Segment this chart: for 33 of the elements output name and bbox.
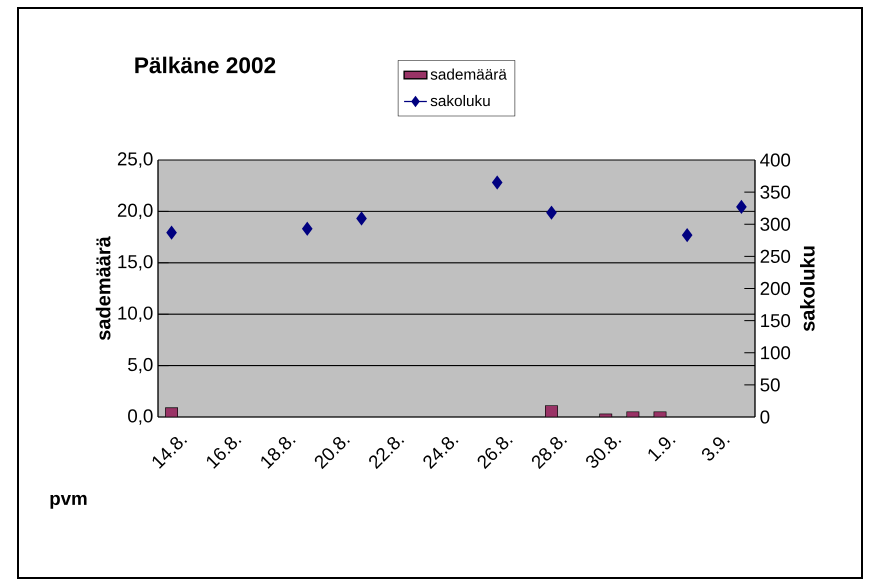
point [682, 228, 692, 242]
y2-tick-label: 300 [760, 218, 790, 231]
x-tick-label: 30.8. [586, 437, 622, 468]
legend-label: sademäärä [430, 68, 507, 80]
y2-tick-label: 350 [760, 185, 790, 199]
y2-tick-label: 250 [760, 250, 790, 263]
y-tick-label: 10,0 [118, 306, 153, 322]
point [356, 212, 367, 226]
chart-title: Pälkäne 2002 [135, 56, 276, 74]
point [546, 206, 557, 220]
y2-axis-title: sakoluku [800, 246, 815, 332]
y-axis-title: sademäärä [96, 236, 110, 340]
y-tick-label: 25,0 [118, 152, 153, 168]
y2-tick-label: 50 [760, 378, 780, 392]
x-axis-title: pvm [50, 494, 87, 509]
point [492, 176, 502, 190]
y2-tick-label: 200 [760, 282, 790, 296]
y2-tick-label: 150 [761, 314, 790, 328]
y2-tick-label: 400 [760, 153, 790, 167]
point [166, 226, 177, 240]
x-tick-label: 1.9. [648, 437, 676, 462]
point [736, 200, 747, 214]
y2-tick-label: 100 [761, 346, 790, 360]
y2-tick-label: 0 [760, 410, 770, 424]
x-tick-label: 3.9. [702, 437, 730, 460]
y-tick-label: 5,0 [128, 358, 153, 374]
legend-label: sakoluku [430, 94, 490, 106]
point [302, 222, 312, 236]
y-tick-label: 15,0 [118, 255, 153, 270]
x-tick-label: 18.8. [261, 437, 296, 469]
y-tick-label: 20,0 [118, 204, 153, 220]
y-tick-label: 0,0 [128, 409, 153, 425]
x-tick-label: 14.8. [152, 437, 188, 469]
